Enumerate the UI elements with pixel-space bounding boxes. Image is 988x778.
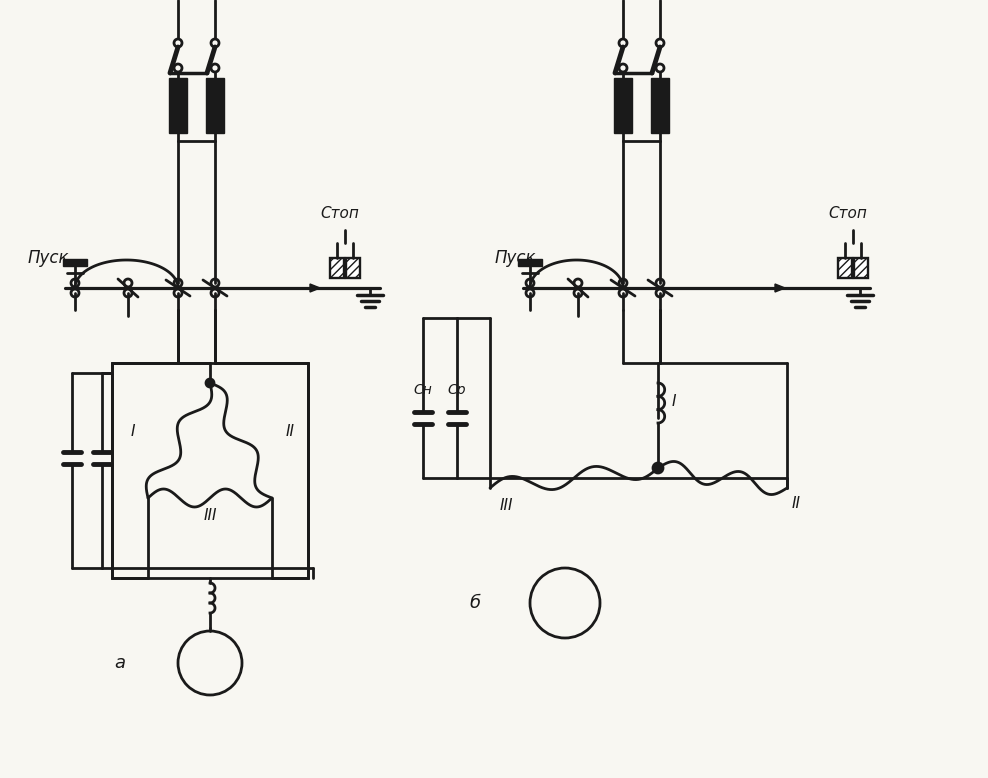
- Circle shape: [206, 379, 214, 387]
- Text: Cн: Cн: [414, 383, 433, 397]
- Text: III: III: [500, 498, 514, 513]
- Bar: [518, 259, 542, 266]
- Text: Стоп: Стоп: [320, 205, 360, 220]
- Bar: [346, 258, 360, 278]
- Bar: [651, 78, 669, 133]
- Text: Cр: Cр: [448, 383, 466, 397]
- Bar: [206, 78, 224, 133]
- Bar: [330, 258, 344, 278]
- Text: Стоп: Стоп: [829, 205, 867, 220]
- Text: III: III: [204, 508, 216, 523]
- Polygon shape: [775, 284, 785, 292]
- Bar: [169, 78, 187, 133]
- Bar: [614, 78, 632, 133]
- Text: Пуск: Пуск: [495, 249, 536, 267]
- Bar: [838, 258, 852, 278]
- Bar: [112, 363, 308, 578]
- Text: б: б: [469, 594, 480, 612]
- Bar: [63, 259, 87, 266]
- Polygon shape: [310, 284, 320, 292]
- Text: a: a: [115, 654, 125, 672]
- Bar: [854, 258, 868, 278]
- Text: I: I: [130, 424, 135, 439]
- Text: Пуск: Пуск: [28, 249, 69, 267]
- Text: II: II: [286, 424, 294, 439]
- Text: II: II: [792, 496, 801, 511]
- Text: I: I: [672, 394, 677, 409]
- Circle shape: [653, 463, 663, 473]
